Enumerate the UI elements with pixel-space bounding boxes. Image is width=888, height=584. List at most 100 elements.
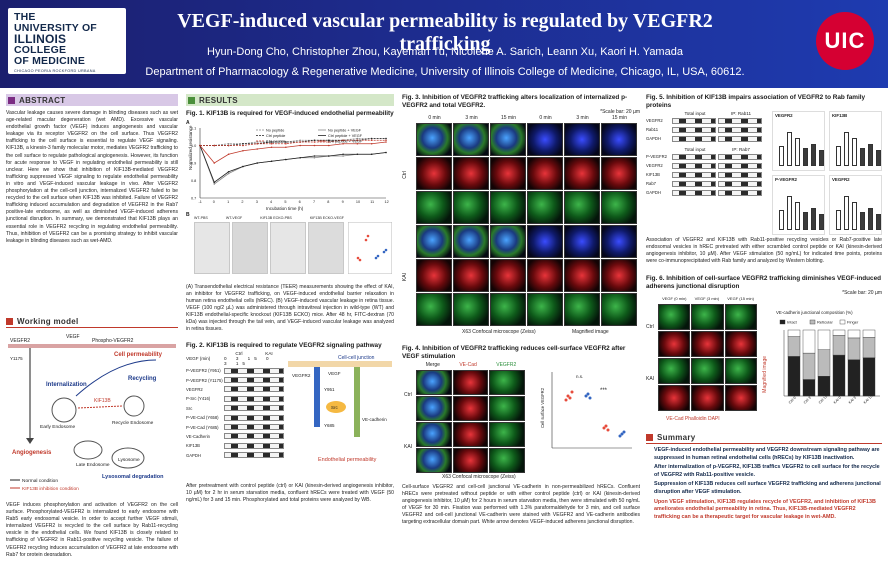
fig5-chart-label: VEGFR2 [775, 113, 793, 118]
data-point [342, 142, 344, 145]
bar [852, 202, 857, 230]
fig4-column-labels: Merge VE-Cad VEGFR2 [416, 362, 526, 368]
blot-band [672, 189, 716, 196]
blot-row: Rab11 [646, 125, 766, 134]
bar [876, 150, 881, 166]
bar [860, 212, 865, 230]
fig3-col-label: 0 min [428, 115, 441, 121]
fig6-legend: Intact Reticular Finger [779, 320, 859, 325]
wm-lysosomal-degradation-label: Lysosomal degradation [102, 474, 164, 480]
column-fig5-fig6: Fig. 5. Inhibition of KIF13B impairs ass… [646, 94, 882, 525]
bar-segment [787, 356, 801, 397]
blot-row: P-VEGFR2 (Y1175) [186, 375, 286, 384]
bar [811, 144, 816, 166]
x-tick-label: 8 [327, 200, 329, 204]
fig3-micrograph [601, 157, 637, 190]
x-tick-label: 3 [256, 200, 258, 204]
fig4-micrograph [452, 370, 489, 395]
fig6-title: Fig. 6. Inhibition of cell-surface VEGFR… [646, 275, 882, 290]
blot-row: P-VEGFR2 (Y951) [186, 366, 286, 375]
data-point [213, 180, 216, 183]
data-point [270, 142, 273, 145]
x-tick-label: 0 [213, 200, 215, 204]
fig4-micrograph [416, 422, 452, 447]
data-point [270, 145, 273, 148]
blot-band [224, 452, 284, 459]
fig3-col-label: 3 min [465, 115, 478, 121]
data-point [376, 254, 380, 257]
fig3-micrograph [453, 259, 489, 292]
bar [836, 146, 841, 166]
bar-segment [832, 329, 846, 336]
x-tick-label: 7 [313, 200, 315, 204]
y-tick-label: 1.1 [191, 126, 196, 130]
data-point [299, 140, 301, 143]
fig2-signaling-diagram: Cell-cell junction VEGFR2 VEGF Y951 Src … [288, 355, 392, 463]
fig1-series-group [199, 137, 387, 185]
wm-y1175-label: Y1175 [10, 356, 23, 361]
bar-segment [847, 359, 861, 397]
blot-band [718, 135, 762, 142]
fig3-micrograph [601, 293, 637, 326]
fig3-micrograph [453, 191, 489, 224]
logo-line5: OF MEDICINE [14, 55, 86, 67]
fig3-micrograph [527, 293, 563, 326]
wm-legend-normal: Normal condition [22, 478, 58, 484]
blot-row: P-Src (Y416) [186, 394, 286, 403]
fig6-col-label: VEGF (3 min) [694, 296, 720, 301]
wm-cell-permeability-label: Cell permeability [114, 352, 163, 358]
data-point [242, 144, 244, 146]
fig1-panel-a-label: A [186, 119, 190, 126]
wm-lysosome-label: Lysosome [118, 457, 140, 463]
bar-segment [787, 329, 801, 337]
bar-segment [802, 379, 816, 397]
fig6-micrograph [658, 331, 691, 357]
fig1-teer-chart: Normalized resistance Incubation time (h… [188, 124, 389, 210]
fig6-micrograph [658, 358, 691, 384]
data-point [342, 152, 344, 155]
fig6-micrograph [724, 304, 757, 330]
section-marker-icon [188, 96, 195, 104]
blot-row-label: VEGFR2 [646, 118, 663, 123]
bar [811, 208, 816, 230]
bar [819, 214, 824, 230]
fig4-ylabel: Cell surface VEGFR2 [540, 387, 545, 428]
data-point [299, 138, 301, 141]
fig2-header: VEGF (min) [186, 356, 211, 361]
summary-bullet: Upon VEGF stimulation, KIF13B regulates … [654, 499, 882, 522]
blot-band [224, 442, 284, 449]
blot-band [224, 433, 284, 440]
fig3-micrograph [490, 259, 526, 292]
fig5-bottom-rows: P-VEGFR2 VEGFR2 KIF13B Rab7 GAPDH [646, 152, 766, 197]
wm-kif13b-label: KIF13B [94, 398, 111, 404]
blot-row-label: P-VE-Cad (Y658) [186, 415, 219, 421]
data-point [256, 161, 259, 164]
fig4-micrograph [452, 448, 489, 473]
fig5-panel: Total input IP: Rab11 VEGFR2 Rab11 GAPDH T… [646, 111, 882, 237]
working-model-heading-text: Working model [17, 317, 79, 326]
fig3-micrograph [527, 191, 563, 224]
fig3-micrograph [564, 157, 600, 190]
retina-image [232, 221, 268, 274]
x-tick-label: 9 [342, 200, 344, 204]
data-point [366, 234, 370, 237]
fig3-micrograph [453, 225, 489, 258]
summary-bullet: VEGF-induced endothelial permeability an… [654, 447, 882, 462]
fig5-chart-label: VEGFR2 [832, 177, 850, 182]
fig1-panel-a: A Normalized resistance Incubation time … [186, 120, 394, 212]
blot-band [672, 117, 716, 124]
fig5-bottom-header-input: Total input [684, 147, 706, 152]
bar [803, 148, 808, 166]
x-tick-label: 5 [284, 200, 286, 204]
blot-band [224, 367, 284, 374]
poster-authors: Hyun-Dong Cho, Christopher Zhou, Kayeman… [207, 46, 683, 58]
fig6-micrograph [691, 304, 724, 330]
fig1b-condition-label: WT-VEGF [225, 215, 243, 220]
fig3-micrograph [564, 123, 600, 156]
x-tick-label: 2 [241, 200, 243, 204]
fig5-title: Fig. 5. Inhibition of KIF13B impairs ass… [646, 94, 866, 109]
legend-label: No peptide + VEGF [328, 128, 362, 132]
series-line [199, 144, 387, 183]
data-point [313, 154, 316, 157]
wm-vegf-label: VEGF [66, 334, 80, 340]
